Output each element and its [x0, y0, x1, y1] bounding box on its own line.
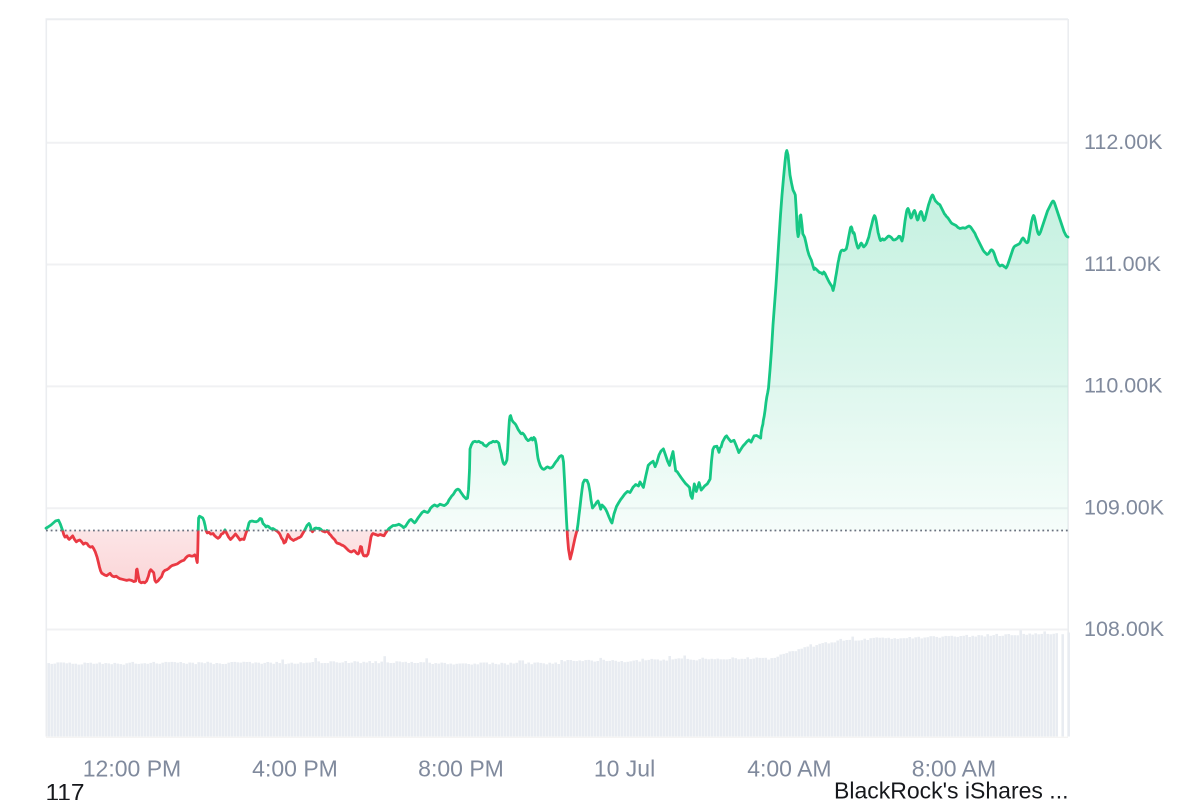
svg-text:8:00 PM: 8:00 PM	[418, 756, 504, 782]
svg-text:4:00 PM: 4:00 PM	[252, 756, 338, 782]
svg-text:BlackRock's iShares ...: BlackRock's iShares ...	[834, 778, 1068, 800]
svg-text:112.00K: 112.00K	[1084, 130, 1163, 154]
svg-text:12:00 PM: 12:00 PM	[83, 756, 181, 782]
svg-text:117: 117	[46, 780, 85, 800]
svg-text:8:00 AM: 8:00 AM	[912, 756, 996, 782]
svg-text:4:00 AM: 4:00 AM	[747, 756, 831, 782]
svg-text:10 Jul: 10 Jul	[594, 756, 655, 782]
svg-text:110.00K: 110.00K	[1084, 374, 1163, 398]
svg-text:108.00K: 108.00K	[1084, 617, 1165, 641]
svg-text:111.00K: 111.00K	[1084, 252, 1162, 276]
svg-text:109.00K: 109.00K	[1084, 496, 1165, 520]
